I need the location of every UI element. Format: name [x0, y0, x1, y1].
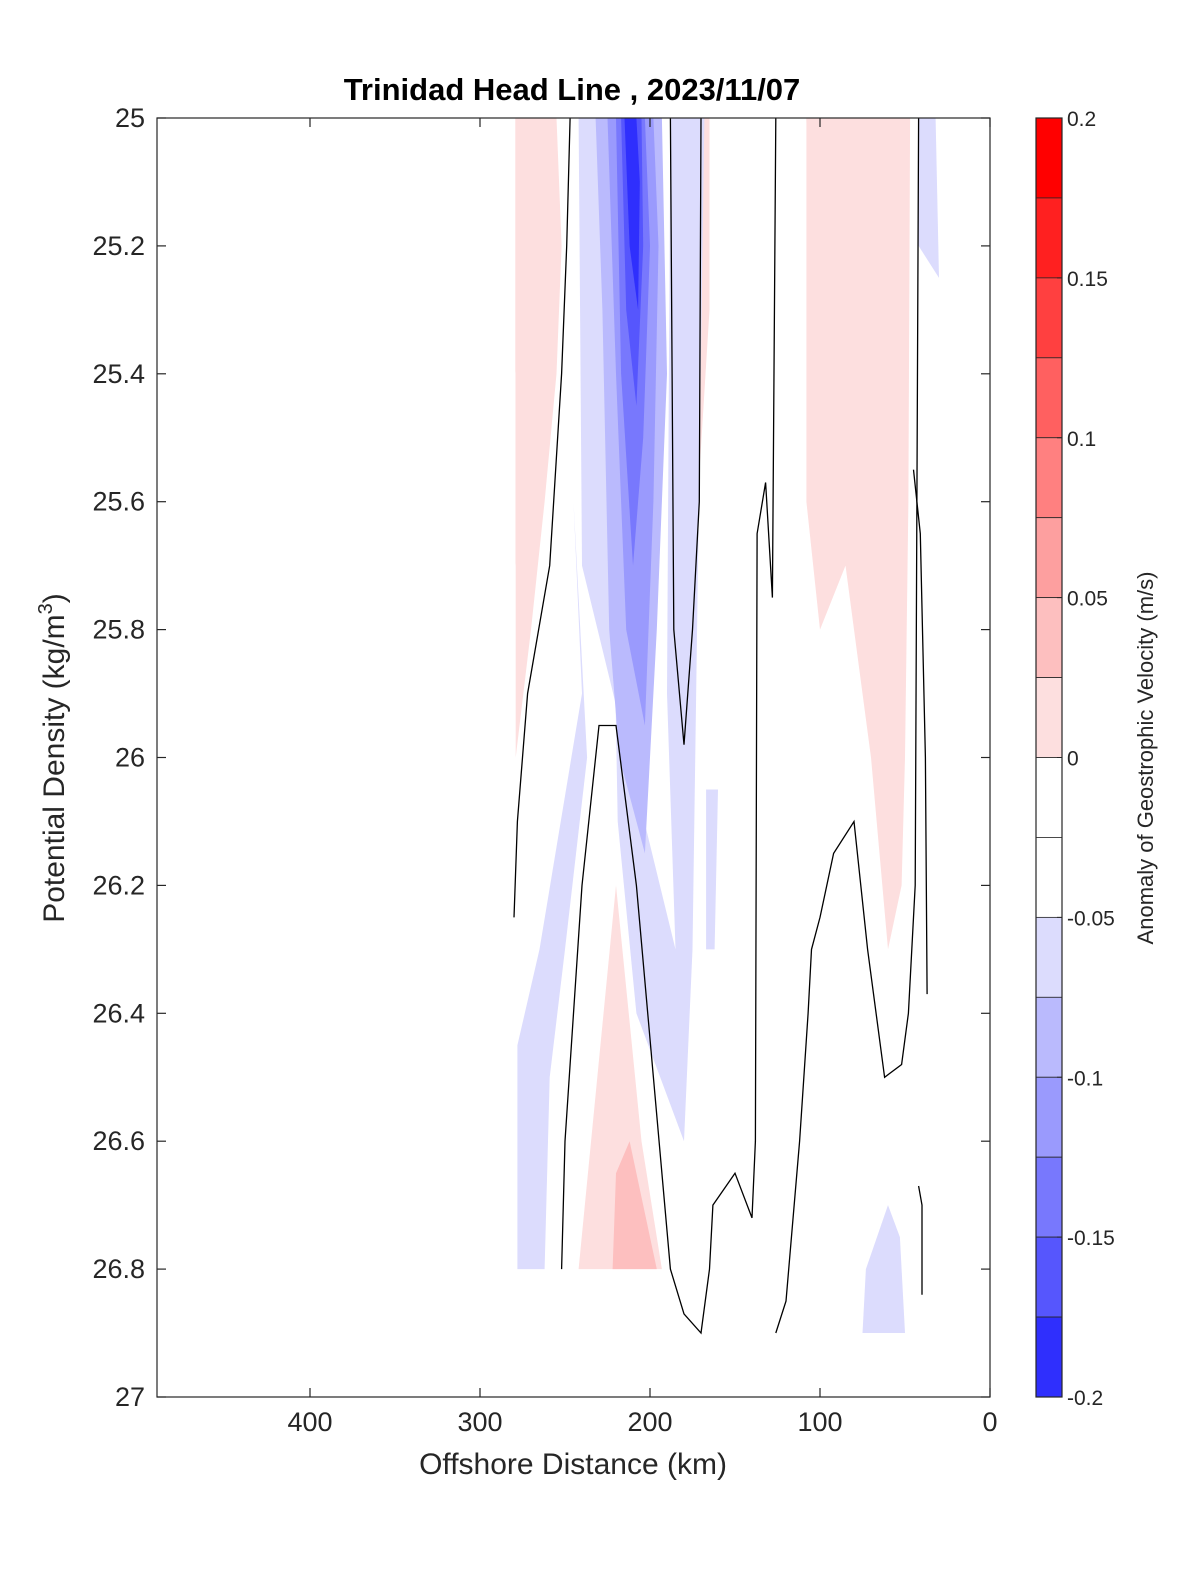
- colorbar-level-15: [1035, 1316, 1063, 1398]
- x-tick-label: 400: [287, 1407, 332, 1437]
- zero-contour-line-1: [560, 118, 777, 1335]
- zero-contour-line-4: [912, 469, 928, 995]
- y-tick-label: 25: [115, 103, 145, 133]
- zero-contour-line-0: [513, 118, 571, 918]
- colorbar-level-14: [1035, 1236, 1063, 1318]
- colorbar-level-11: [1035, 996, 1063, 1078]
- colorbar-level-9: [1035, 837, 1063, 918]
- x-axis-title: Offshore Distance (km): [419, 1448, 727, 1481]
- colorbar-tick-label: 0.1: [1067, 428, 1096, 451]
- plot-area: 400 300 200 100 0 25 25.2 25.4 25.6 25.8 26 26.2 26…: [92, 103, 997, 1437]
- colorbar: 0.2 0.15 0.1 0.05 0 -0.05 -0.1 -0.15 -0.2: [1035, 108, 1115, 1410]
- colorbar-level-0: [1035, 117, 1063, 199]
- colorbar-title: Anomaly of Geostrophic Velocity (m/s): [1133, 572, 1158, 945]
- x-tick-label: 100: [797, 1407, 842, 1437]
- colorbar-tick-label: 0.05: [1067, 588, 1108, 611]
- colorbar-level-13: [1035, 1156, 1063, 1238]
- filled-region-7: [578, 885, 662, 1270]
- y-tick-label: 25.8: [92, 615, 145, 645]
- y-axis-title-suffix: ): [38, 593, 71, 603]
- zero-contour-line-5: [917, 1185, 923, 1295]
- y-tick-label: 26.4: [92, 998, 145, 1028]
- colorbar-level-5: [1035, 517, 1063, 599]
- colorbar-tick-label: -0.2: [1067, 1387, 1103, 1410]
- x-axis: 400 300 200 100 0: [287, 118, 998, 1437]
- colorbar-tick-label: -0.15: [1067, 1227, 1115, 1250]
- zero-contour-lines: [513, 118, 928, 1335]
- filled-region-18: [918, 118, 939, 278]
- filled-region-14: [624, 118, 640, 310]
- y-axis-title-main: Potential Density (kg/m: [38, 614, 71, 922]
- colorbar-tick-label: 0.2: [1067, 108, 1096, 131]
- y-tick-label: 26.2: [92, 870, 145, 900]
- filled-region-6: [806, 118, 911, 950]
- y-axis: 25 25.2 25.4 25.6 25.8 26 26.2 26.4 26.6 26.8 27: [92, 103, 990, 1412]
- colorbar-tick-label: -0.05: [1067, 907, 1115, 930]
- y-axis-title: Potential Density (kg/m3): [35, 593, 71, 923]
- x-tick-label: 0: [982, 1407, 997, 1437]
- colorbar-level-8: [1035, 757, 1063, 838]
- y-tick-label: 25.2: [92, 231, 145, 261]
- filled-contours: [515, 118, 939, 1333]
- chart-title: Trinidad Head Line , 2023/11/07: [344, 72, 801, 107]
- colorbar-level-3: [1035, 357, 1063, 439]
- y-tick-label: 25.6: [92, 487, 145, 517]
- colorbar-tick-label: -0.1: [1067, 1067, 1103, 1090]
- x-tick-label: 200: [627, 1407, 672, 1437]
- colorbar-level-12: [1035, 1076, 1063, 1158]
- filled-region-8: [612, 1141, 657, 1270]
- colorbar-tick-label: 0.15: [1067, 268, 1108, 291]
- colorbar-level-4: [1035, 437, 1063, 519]
- y-tick-label: 26.6: [92, 1126, 145, 1156]
- colorbar-level-2: [1035, 277, 1063, 359]
- colorbar-level-6: [1035, 597, 1063, 678]
- zero-contour-line-3: [775, 118, 920, 1334]
- colorbar-level-1: [1035, 197, 1063, 279]
- colorbar-tick-label: 0: [1067, 748, 1079, 771]
- filled-region-15: [517, 501, 588, 1270]
- filled-region-2: [515, 118, 562, 758]
- y-tick-label: 25.4: [92, 359, 145, 389]
- colorbar-level-7: [1035, 677, 1063, 758]
- y-tick-label: 26.8: [92, 1254, 145, 1284]
- filled-region-16: [706, 789, 718, 950]
- colorbar-level-10: [1035, 916, 1063, 998]
- y-tick-label: 26: [115, 743, 145, 773]
- y-axis-title-superscript: 3: [35, 603, 57, 614]
- y-tick-label: 27: [115, 1382, 145, 1412]
- zero-contour-line-2: [669, 118, 702, 745]
- filled-region-17: [862, 1205, 905, 1333]
- x-tick-label: 300: [457, 1407, 502, 1437]
